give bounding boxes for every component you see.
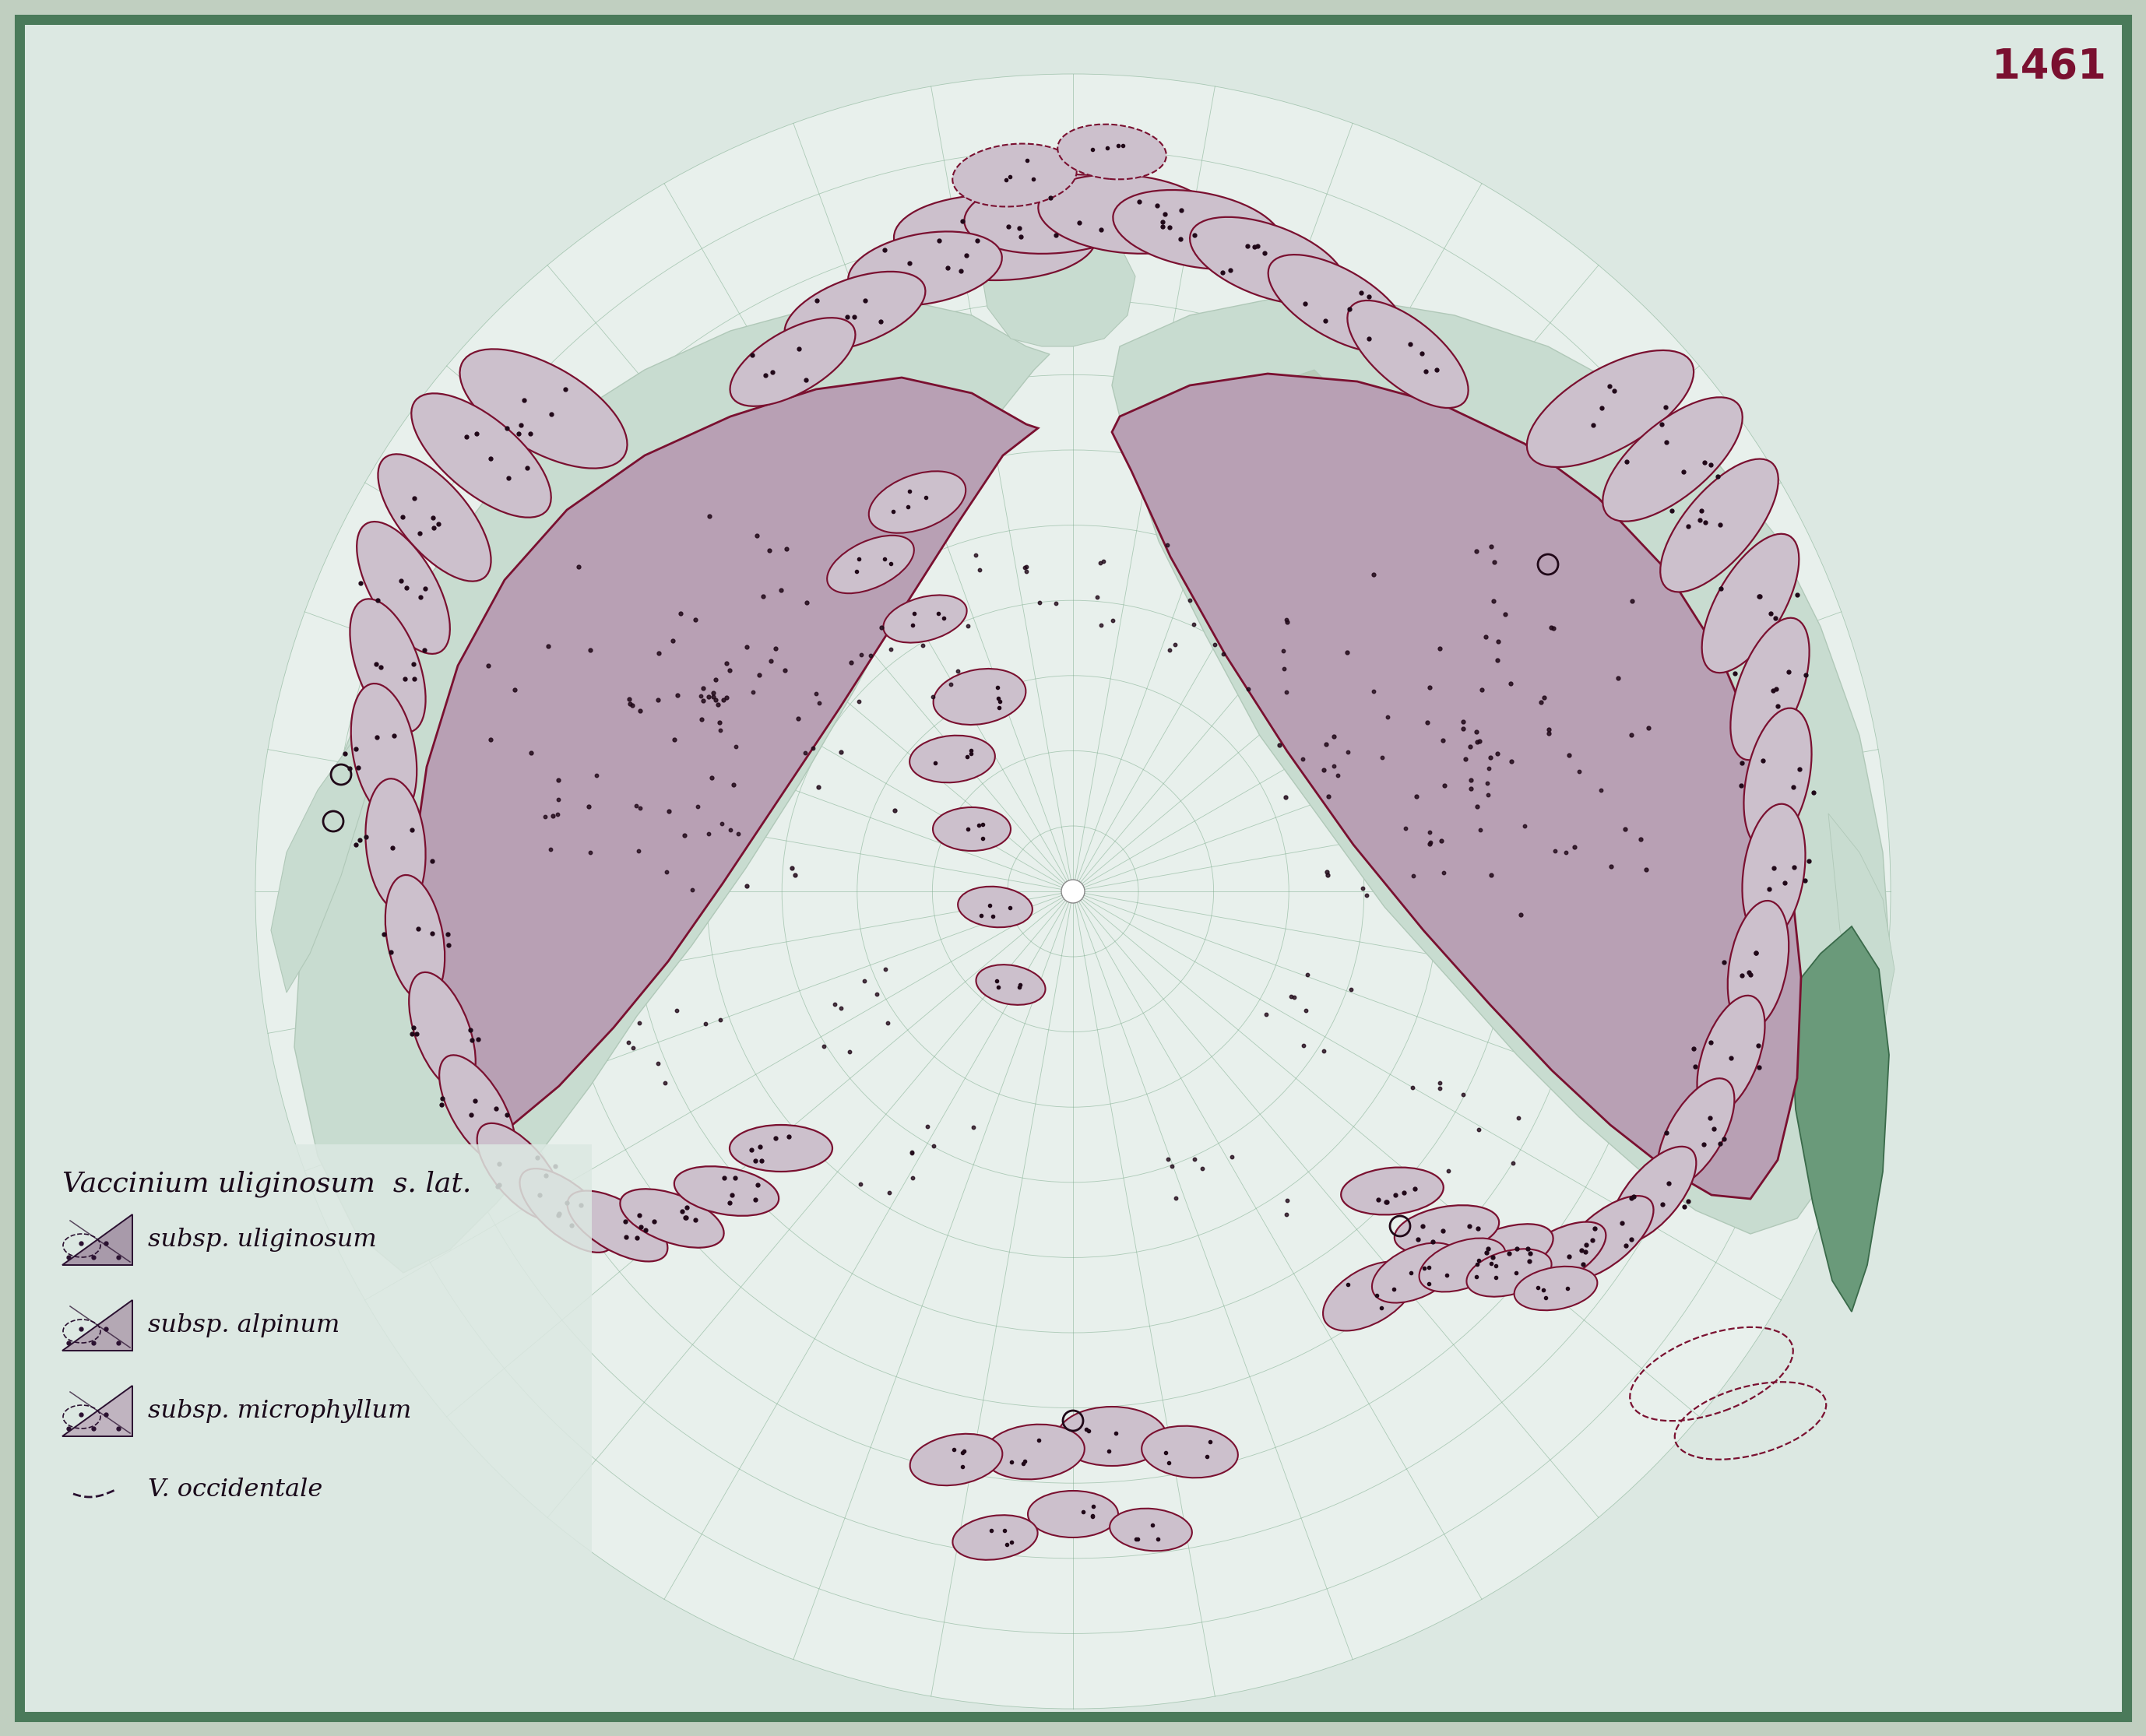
- Ellipse shape: [1322, 1262, 1414, 1332]
- Circle shape: [255, 75, 1891, 1708]
- Ellipse shape: [519, 1168, 614, 1252]
- Bar: [47, 1144, 592, 1674]
- Ellipse shape: [1419, 1238, 1506, 1292]
- Ellipse shape: [1526, 351, 1693, 467]
- Ellipse shape: [910, 736, 996, 783]
- Ellipse shape: [674, 1167, 779, 1215]
- Polygon shape: [979, 207, 1135, 347]
- Text: V. occidentale: V. occidentale: [148, 1477, 322, 1502]
- Ellipse shape: [730, 318, 856, 406]
- Ellipse shape: [953, 1516, 1039, 1561]
- Polygon shape: [1112, 300, 1891, 1234]
- Ellipse shape: [953, 144, 1077, 207]
- Ellipse shape: [459, 349, 627, 469]
- Polygon shape: [1217, 370, 1337, 502]
- Ellipse shape: [934, 668, 1026, 724]
- Polygon shape: [1828, 814, 1895, 1031]
- Text: 1461: 1461: [1991, 47, 2105, 87]
- Ellipse shape: [869, 470, 966, 533]
- Ellipse shape: [1039, 175, 1217, 253]
- Ellipse shape: [1657, 1078, 1734, 1187]
- Ellipse shape: [1560, 1196, 1655, 1279]
- Polygon shape: [62, 1215, 133, 1266]
- Circle shape: [1062, 880, 1084, 903]
- Ellipse shape: [412, 394, 552, 517]
- Ellipse shape: [476, 1123, 562, 1220]
- Ellipse shape: [378, 455, 491, 582]
- Ellipse shape: [1728, 901, 1790, 1029]
- Text: subsp. uliginosum: subsp. uliginosum: [148, 1227, 378, 1252]
- Ellipse shape: [1603, 398, 1743, 521]
- Ellipse shape: [1371, 1243, 1459, 1302]
- Ellipse shape: [1058, 1406, 1167, 1465]
- Ellipse shape: [1697, 995, 1764, 1115]
- Polygon shape: [294, 300, 1049, 1272]
- Ellipse shape: [1114, 189, 1281, 269]
- Ellipse shape: [620, 1189, 723, 1248]
- Ellipse shape: [1449, 1224, 1554, 1283]
- Ellipse shape: [934, 807, 1011, 851]
- Ellipse shape: [410, 972, 476, 1090]
- Polygon shape: [270, 674, 395, 993]
- Ellipse shape: [1341, 1167, 1444, 1215]
- Ellipse shape: [976, 965, 1045, 1005]
- Ellipse shape: [1395, 1205, 1500, 1255]
- Ellipse shape: [1610, 1146, 1695, 1243]
- Ellipse shape: [350, 599, 425, 733]
- Ellipse shape: [386, 875, 444, 1002]
- Ellipse shape: [1702, 535, 1798, 674]
- Ellipse shape: [1743, 804, 1805, 939]
- Ellipse shape: [365, 779, 425, 911]
- Polygon shape: [1790, 927, 1888, 1312]
- Ellipse shape: [957, 887, 1032, 927]
- Ellipse shape: [1028, 1491, 1118, 1538]
- Polygon shape: [1112, 373, 1800, 1200]
- Text: subsp. alpinum: subsp. alpinum: [148, 1314, 339, 1338]
- Ellipse shape: [848, 231, 1002, 306]
- Ellipse shape: [1506, 1222, 1605, 1293]
- Ellipse shape: [1058, 125, 1165, 179]
- Ellipse shape: [983, 1424, 1084, 1479]
- Ellipse shape: [567, 1191, 667, 1262]
- Ellipse shape: [356, 521, 451, 654]
- Ellipse shape: [1730, 618, 1809, 760]
- Ellipse shape: [910, 1434, 1002, 1486]
- Ellipse shape: [826, 535, 914, 594]
- Ellipse shape: [1661, 458, 1779, 592]
- Ellipse shape: [1466, 1248, 1552, 1297]
- Text: Vaccinium uliginosum  s. lat.: Vaccinium uliginosum s. lat.: [62, 1170, 472, 1196]
- Ellipse shape: [1142, 1425, 1238, 1477]
- Ellipse shape: [440, 1055, 515, 1163]
- Ellipse shape: [1515, 1267, 1597, 1311]
- Ellipse shape: [1268, 255, 1408, 352]
- Polygon shape: [62, 1385, 133, 1436]
- Ellipse shape: [1745, 708, 1811, 849]
- Ellipse shape: [730, 1125, 833, 1172]
- Ellipse shape: [785, 271, 925, 351]
- Polygon shape: [412, 377, 1039, 1141]
- Polygon shape: [62, 1300, 133, 1351]
- Ellipse shape: [1189, 217, 1346, 304]
- Ellipse shape: [1348, 300, 1468, 408]
- Ellipse shape: [895, 194, 1097, 279]
- Ellipse shape: [352, 684, 416, 819]
- Ellipse shape: [884, 595, 968, 642]
- Text: subsp. microphyllum: subsp. microphyllum: [148, 1399, 412, 1424]
- Ellipse shape: [964, 174, 1150, 253]
- Ellipse shape: [1109, 1509, 1191, 1550]
